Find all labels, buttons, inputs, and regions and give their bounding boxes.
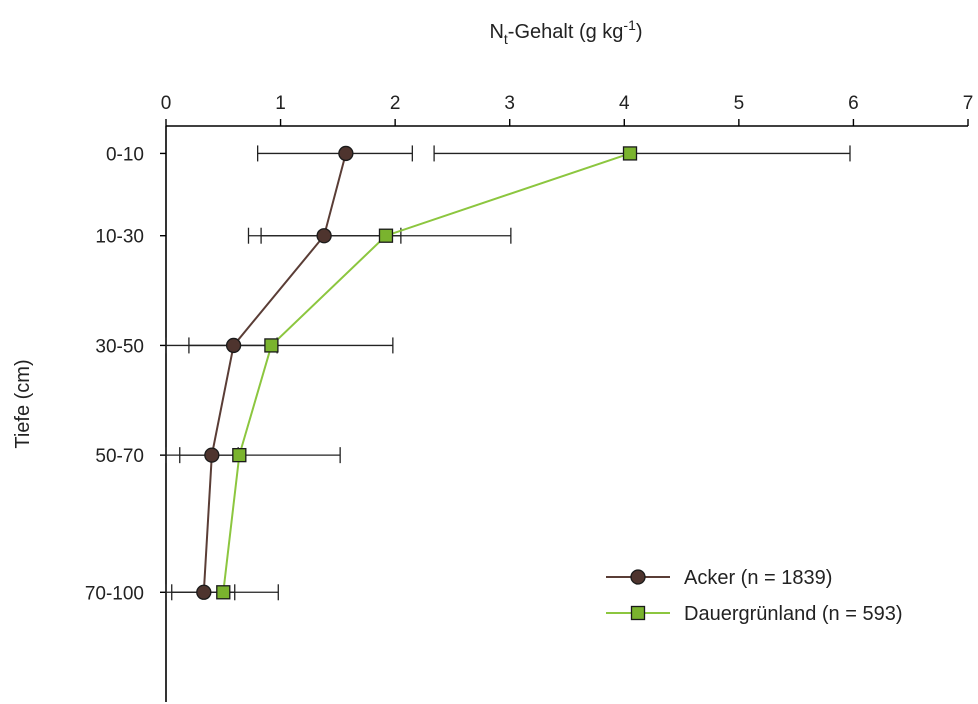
depth-label: 10-30 [95, 227, 144, 248]
data-point [225, 337, 242, 354]
x-tick-label: 1 [275, 93, 286, 114]
x-tick-label: 5 [734, 93, 745, 114]
depth-label: 50-70 [95, 446, 144, 467]
x-tick-label: 2 [390, 93, 401, 114]
legend-label: Acker (n = 1839) [684, 567, 832, 589]
y-axis-label: Tiefe (cm) [12, 359, 34, 448]
data-point [378, 228, 394, 243]
depth-label: 0-10 [106, 144, 144, 165]
x-tick-label: 0 [161, 93, 172, 114]
x-axis-ticks: 0 1 2 3 4 5 6 7 [161, 93, 974, 126]
data-point [196, 584, 212, 600]
data-point [316, 228, 332, 244]
data-point [338, 145, 354, 162]
x-tick-label: 4 [619, 93, 630, 114]
series-line [222, 152, 631, 593]
x-tick-label: 3 [504, 93, 515, 114]
series-line [202, 153, 347, 593]
legend-marker [630, 605, 646, 621]
legend: Acker (n = 1839) Dauergrünland (n = 593) [606, 567, 902, 625]
depth-label: 30-50 [95, 336, 144, 357]
legend-marker [630, 569, 646, 585]
chart-title: Nt-Gehalt (g kg-1) [489, 17, 642, 47]
x-tick-label: 7 [963, 93, 974, 114]
data-point [622, 146, 638, 161]
series-lines [202, 152, 631, 593]
error-bars [165, 145, 851, 601]
data-point [264, 338, 279, 353]
legend-label: Dauergrünland (n = 593) [684, 603, 902, 625]
depth-label: 70-100 [85, 583, 144, 604]
x-tick-label: 6 [848, 93, 859, 114]
data-point [204, 447, 220, 463]
data-point [232, 447, 247, 463]
series-markers [196, 145, 638, 600]
data-point [216, 585, 231, 600]
y-axis-ticks: 0-10 10-30 30-50 50-70 70-100 [85, 144, 166, 604]
